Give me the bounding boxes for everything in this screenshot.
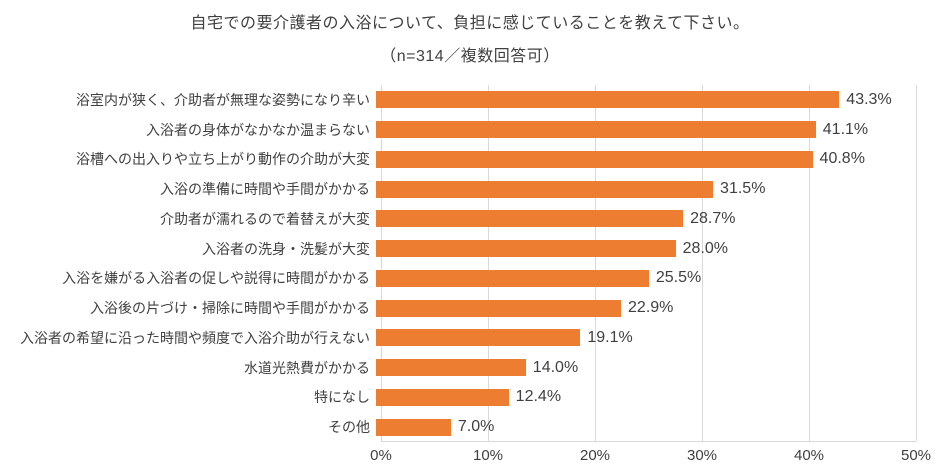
category-label: 入浴者の希望に沿った時間や頻度で入浴介助が行えない — [20, 329, 370, 346]
x-axis: 0% 10% 20% 30% 40% 50% — [370, 447, 931, 467]
value-label: 19.1% — [587, 328, 633, 346]
category-label: 入浴の準備に時間や手間がかかる — [160, 181, 370, 198]
bar — [376, 299, 622, 317]
category-label: 介助者が濡れるので着替えが大変 — [160, 210, 370, 227]
gridline — [916, 85, 917, 441]
category-label: 入浴者の洗身・洗髪が大変 — [202, 240, 370, 257]
bar-track: 25.5% — [376, 264, 911, 294]
chart-title: 自宅での要介護者の入浴について、負担に感じていることを教えて下さい。 — [190, 15, 750, 32]
category-label: 浴槽への出入りや立ち上がり動作の介助が大変 — [76, 151, 370, 168]
category-label: その他 — [328, 419, 370, 436]
bar-track: 41.1% — [376, 115, 911, 145]
x-tick-label: 40% — [793, 447, 825, 464]
bar-chart: 自宅での要介護者の入浴について、負担に感じていることを教えて下さい。 （n=31… — [0, 9, 940, 464]
value-label: 43.3% — [846, 90, 892, 108]
chart-row: その他 7.0% — [0, 412, 940, 442]
bar-track: 14.0% — [376, 353, 911, 383]
bar — [376, 121, 816, 139]
bar — [376, 388, 509, 406]
bar — [376, 91, 840, 109]
value-label: 41.1% — [822, 120, 869, 138]
bar — [376, 240, 676, 258]
gridline — [381, 85, 382, 441]
value-label: 28.0% — [682, 239, 728, 257]
x-tick-label: 30% — [686, 447, 718, 464]
category-label: 特になし — [314, 389, 370, 406]
category-label: 浴室内が狭く、介助者が無理な姿勢になり辛い — [76, 91, 370, 108]
x-tick-label: 20% — [579, 447, 611, 464]
category-label: 入浴者の身体がなかなか温まらない — [146, 121, 370, 138]
value-label: 28.7% — [690, 209, 736, 227]
x-tick-label: 50% — [900, 447, 932, 464]
gridline — [809, 85, 810, 441]
chart-row: 浴室内が狭く、介助者が無理な姿勢になり辛い 43.3% — [0, 85, 940, 115]
x-tick-label: 10% — [472, 447, 504, 464]
chart-row: 入浴者の希望に沿った時間や頻度で入浴介助が行えない 19.1% — [0, 323, 940, 353]
chart-rows: 浴室内が狭く、介助者が無理な姿勢になり辛い 43.3% 入浴者の身体がなかなか温まら… — [0, 85, 940, 442]
plot-area — [381, 85, 917, 442]
bar-track: 19.1% — [376, 323, 911, 353]
chart-row: 入浴者の洗身・洗髪が大変 28.0% — [0, 234, 940, 264]
bar — [376, 359, 526, 377]
bar-track: 7.0% — [376, 412, 911, 442]
value-label: 22.9% — [628, 299, 674, 317]
bar — [376, 418, 451, 436]
bar — [376, 269, 649, 287]
value-label: 25.5% — [655, 269, 702, 287]
category-label: 入浴を嫌がる入浴者の促しや説得に時間がかかる — [62, 270, 370, 287]
gridline — [595, 85, 596, 441]
category-label: 入浴後の片づけ・掃除に時間や手間がかかる — [90, 300, 370, 317]
bar-track: 28.7% — [376, 204, 911, 234]
chart-row: 水道光熱費がかかる 14.0% — [0, 353, 940, 383]
chart-row: 特になし 12.4% — [0, 383, 940, 413]
gridline — [702, 85, 703, 441]
bar-track: 31.5% — [376, 174, 911, 204]
bar — [376, 180, 714, 198]
bar — [376, 210, 684, 228]
chart-row: 入浴を嫌がる入浴者の促しや説得に時間がかかる 25.5% — [0, 264, 940, 294]
bar-track: 43.3% — [376, 85, 911, 115]
value-label: 31.5% — [720, 180, 766, 198]
bar-track: 28.0% — [376, 234, 911, 264]
chart-row: 入浴者の身体がなかなか温まらない 41.1% — [0, 115, 940, 145]
chart-row: 介助者が濡れるので着替えが大変 28.7% — [0, 204, 940, 234]
bar — [376, 150, 813, 168]
bar — [376, 329, 581, 347]
bar-track: 22.9% — [376, 293, 911, 323]
category-label: 水道光熱費がかかる — [244, 359, 370, 376]
bar-track: 40.8% — [376, 145, 911, 175]
bar-track: 12.4% — [376, 383, 911, 413]
value-label: 40.8% — [819, 150, 865, 168]
chart-row: 入浴の準備に時間や手間がかかる 31.5% — [0, 174, 940, 204]
value-label: 12.4% — [515, 388, 562, 406]
x-tick-label: 0% — [370, 447, 392, 464]
value-label: 7.0% — [457, 418, 495, 436]
value-label: 14.0% — [532, 358, 579, 376]
chart-subtitle: （n=314／複数回答可） — [380, 48, 560, 65]
chart-row: 浴槽への出入りや立ち上がり動作の介助が大変 40.8% — [0, 145, 940, 175]
chart-row: 入浴後の片づけ・掃除に時間や手間がかかる 22.9% — [0, 293, 940, 323]
gridline — [488, 85, 489, 441]
